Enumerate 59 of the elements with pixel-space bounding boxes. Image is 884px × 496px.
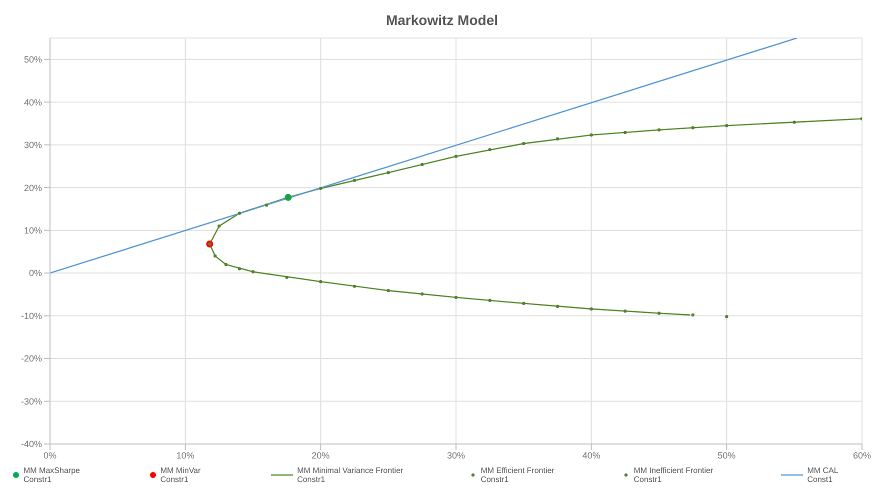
y-tick-label: -10% bbox=[20, 310, 42, 321]
y-tick-label: -40% bbox=[20, 439, 42, 450]
point bbox=[285, 276, 288, 279]
point bbox=[522, 302, 526, 305]
point bbox=[488, 298, 492, 302]
point bbox=[522, 142, 526, 146]
chart-title: Markowitz Model bbox=[384, 11, 499, 30]
point bbox=[319, 280, 322, 284]
x-tick-label: 0% bbox=[43, 450, 57, 460]
point bbox=[386, 171, 390, 174]
point bbox=[420, 162, 424, 166]
point bbox=[218, 224, 221, 228]
point bbox=[214, 254, 217, 258]
x-tick-label: 30% bbox=[446, 450, 466, 460]
point bbox=[624, 130, 627, 134]
y-tick-label: -20% bbox=[20, 354, 42, 364]
point bbox=[454, 296, 458, 300]
point bbox=[264, 204, 268, 207]
x-tick-label: 50% bbox=[718, 450, 736, 460]
y-tick-label: 50% bbox=[24, 54, 42, 65]
point bbox=[556, 137, 560, 140]
y-tick-label: 40% bbox=[24, 97, 42, 108]
y-tick-label: 0% bbox=[28, 268, 42, 278]
point bbox=[238, 267, 242, 270]
point bbox=[725, 124, 728, 128]
legend-label: MM Efficient Frontier Constr1 bbox=[480, 466, 556, 484]
legend-label: MM Inefficient Frontier Constr1 bbox=[634, 466, 714, 484]
point bbox=[238, 212, 242, 215]
legend-label: MM MaxSharpe Constr1 bbox=[24, 466, 81, 484]
point bbox=[420, 292, 424, 296]
point bbox=[386, 288, 390, 292]
y-tick-label: 30% bbox=[24, 140, 42, 150]
point bbox=[624, 309, 627, 313]
point bbox=[691, 126, 694, 130]
point bbox=[454, 154, 458, 158]
x-tick-label: 10% bbox=[176, 450, 194, 460]
point bbox=[488, 148, 492, 152]
point bbox=[657, 128, 661, 132]
legend-label: MM Minimal Variance Frontier Constr1 bbox=[297, 466, 404, 484]
legend-label: MM MinVar Constr1 bbox=[160, 466, 202, 484]
point bbox=[556, 304, 560, 308]
x-tick-label: 60% bbox=[852, 450, 872, 460]
x-tick-label: 20% bbox=[312, 450, 330, 460]
point bbox=[657, 312, 661, 315]
x-tick-label: 40% bbox=[582, 450, 600, 460]
point bbox=[251, 270, 255, 274]
point bbox=[352, 178, 356, 182]
y-tick-label: 10% bbox=[24, 226, 42, 236]
legend-label: MM CAL Const1 bbox=[807, 466, 840, 484]
point bbox=[319, 186, 322, 190]
y-tick-label: -30% bbox=[20, 396, 42, 406]
point bbox=[590, 133, 593, 137]
point bbox=[792, 120, 796, 124]
point bbox=[590, 307, 593, 311]
point bbox=[352, 284, 356, 288]
y-tick-label: 20% bbox=[24, 182, 42, 193]
point bbox=[725, 315, 728, 318]
point bbox=[224, 262, 228, 266]
point bbox=[691, 313, 694, 317]
